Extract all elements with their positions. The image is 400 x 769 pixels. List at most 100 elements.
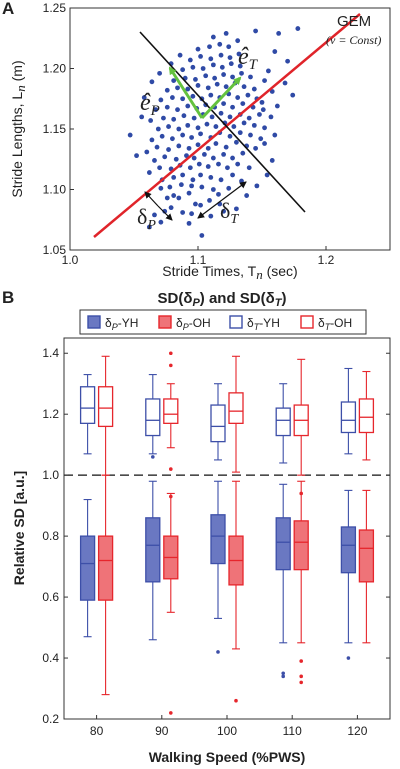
scatter-point xyxy=(146,170,152,175)
panel-a-ticks: 1.0 1.1 1.2 1.05 1.10 1.15 1.20 1.25 xyxy=(43,1,335,267)
outlier xyxy=(281,671,286,676)
legend-frame xyxy=(79,309,367,335)
box-body xyxy=(145,398,161,437)
scatter-point xyxy=(161,115,166,121)
box-body xyxy=(163,398,179,424)
orthogonal-line xyxy=(139,31,306,213)
box-0-4 xyxy=(340,489,357,660)
box-body xyxy=(275,517,291,571)
scatter-point xyxy=(155,126,161,132)
scatter-point xyxy=(226,44,232,50)
box-0-1 xyxy=(145,480,161,641)
box-body xyxy=(228,392,244,424)
scatter-point xyxy=(205,85,211,91)
scatter-point xyxy=(127,132,133,138)
gem-line xyxy=(93,13,361,238)
scatter-point xyxy=(186,220,192,226)
scatter-point xyxy=(178,182,184,188)
y-tick-label: 0.2 xyxy=(42,712,59,726)
scatter-point xyxy=(223,144,229,150)
scatter-point xyxy=(228,61,234,67)
scatter-point xyxy=(262,125,267,131)
outlier xyxy=(169,351,173,356)
scatter-point xyxy=(200,66,206,71)
scatter-point xyxy=(175,107,180,113)
scatter-point xyxy=(221,152,227,157)
box-body xyxy=(97,386,114,428)
scatter-point xyxy=(146,224,152,230)
scatter-point xyxy=(205,164,211,169)
scatter-point xyxy=(213,124,219,129)
scatter-point xyxy=(230,155,235,161)
scatter-point xyxy=(262,78,267,83)
outlier xyxy=(169,363,173,368)
gem-label: GEM xyxy=(337,13,371,30)
y-tick-label: 1.15 xyxy=(43,122,67,136)
scatter-point xyxy=(209,114,215,120)
scatter-point xyxy=(171,116,177,122)
scatter-point xyxy=(268,114,274,120)
scatter-point xyxy=(231,124,237,129)
scatter-point xyxy=(282,80,288,86)
scatter-point xyxy=(276,31,282,36)
scatter-point xyxy=(214,81,220,87)
outlier xyxy=(216,650,220,654)
scatter-point xyxy=(164,87,170,93)
scatter-point xyxy=(227,114,233,120)
scatter-point xyxy=(164,104,170,110)
scatter-point xyxy=(176,126,182,132)
scatter-point xyxy=(196,161,202,167)
scatter-point xyxy=(290,92,296,98)
legend-swatch xyxy=(158,315,172,329)
y-tick-label: 1.0 xyxy=(42,468,59,482)
legend-swatch xyxy=(229,315,243,329)
y-tick-label: 0.6 xyxy=(42,590,59,604)
box-2-1 xyxy=(145,374,161,459)
scatter-point xyxy=(180,96,186,102)
scatter-point xyxy=(216,191,221,197)
scatter-point xyxy=(218,110,224,116)
x-tick-label: 1.0 xyxy=(62,253,79,267)
scatter-point xyxy=(195,125,201,131)
scatter-point xyxy=(166,124,171,129)
panel-b-ylabel: Relative SD [a.u.] xyxy=(11,471,27,585)
box-0-2 xyxy=(210,480,226,654)
legend-swatch xyxy=(87,315,101,329)
scatter-point xyxy=(216,161,221,167)
scatter-point xyxy=(176,195,182,201)
scatter-point xyxy=(244,193,250,198)
scatter-point xyxy=(193,201,198,207)
scatter-point xyxy=(235,95,241,100)
scatter-point xyxy=(217,41,223,47)
y-tick-label: 1.25 xyxy=(43,1,67,15)
box-1-0 xyxy=(97,474,114,696)
panel-b-boxes xyxy=(79,351,375,715)
y-tick-label: 1.4 xyxy=(42,346,59,360)
box-1-4 xyxy=(358,489,375,644)
scatter-point xyxy=(202,152,207,157)
box-0-0 xyxy=(79,498,96,638)
legend-swatch xyxy=(300,315,314,329)
scatter-point xyxy=(139,114,145,120)
e-t-label: êT xyxy=(238,44,259,73)
panel-b-xlabel: Walking Speed (%PWS) xyxy=(149,749,306,765)
box-3-4 xyxy=(358,370,375,461)
scatter-point xyxy=(269,158,275,163)
gem-sub-label: (ν = Const) xyxy=(326,33,381,47)
x-tick-label: 90 xyxy=(155,724,169,738)
e-t-arrow xyxy=(200,76,242,120)
panel-b-title: SD(δP) and SD(δT) xyxy=(158,290,287,309)
box-2-3 xyxy=(275,383,291,464)
scatter-point xyxy=(134,153,139,159)
scatter-point xyxy=(157,70,163,76)
scatter-point xyxy=(149,137,155,143)
box-1-3 xyxy=(293,480,309,685)
delta-p-label: δP xyxy=(137,204,156,233)
x-tick-label: 100 xyxy=(217,724,237,738)
scatter-point xyxy=(208,56,214,62)
outlier xyxy=(169,467,173,471)
outlier xyxy=(346,656,351,660)
scatter-point xyxy=(210,187,216,192)
scatter-point xyxy=(180,132,186,138)
box-2-2 xyxy=(210,383,226,461)
